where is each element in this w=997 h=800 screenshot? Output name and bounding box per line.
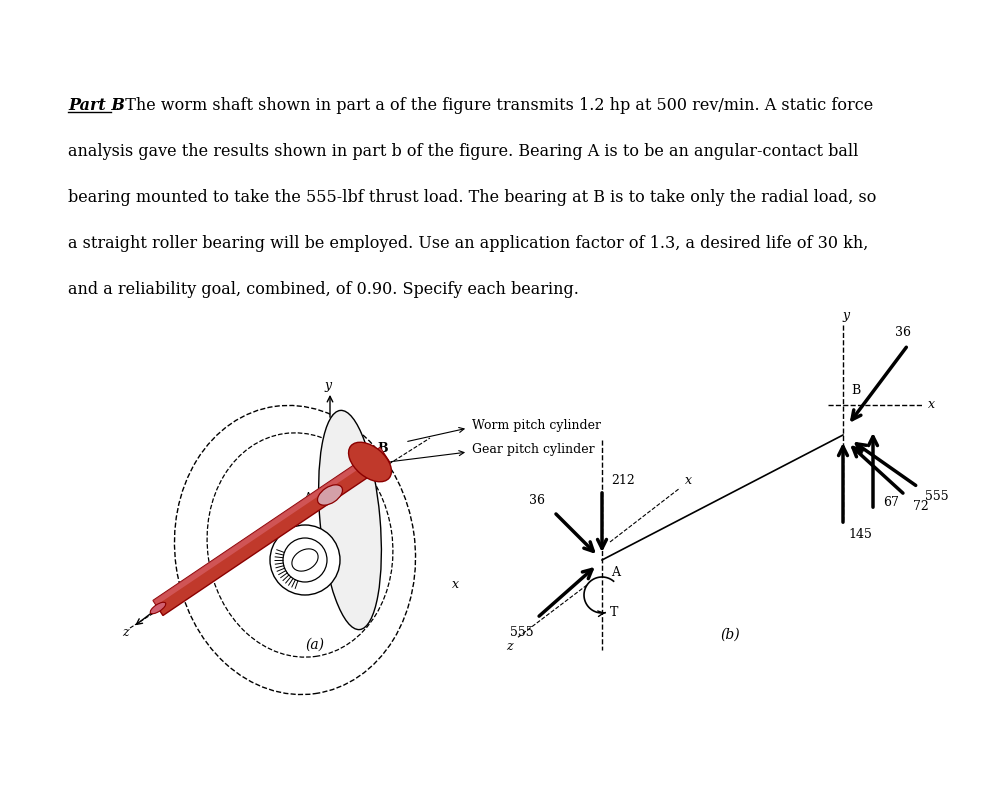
- Text: B: B: [851, 383, 860, 397]
- Ellipse shape: [349, 442, 392, 482]
- Ellipse shape: [319, 410, 382, 630]
- Text: B: B: [378, 442, 388, 454]
- Text: 555: 555: [510, 626, 533, 638]
- Text: z: z: [122, 626, 129, 639]
- Ellipse shape: [151, 602, 166, 614]
- Text: and a reliability goal, combined, of 0.90. Specify each bearing.: and a reliability goal, combined, of 0.9…: [68, 281, 579, 298]
- Ellipse shape: [292, 549, 318, 571]
- Polygon shape: [154, 447, 390, 615]
- Text: A: A: [611, 566, 620, 578]
- Text: T: T: [610, 606, 618, 618]
- Text: 145: 145: [848, 529, 871, 542]
- Text: y: y: [324, 378, 332, 391]
- Text: x: x: [685, 474, 692, 486]
- Text: 67: 67: [883, 495, 899, 509]
- Ellipse shape: [317, 485, 343, 505]
- Text: A: A: [303, 491, 312, 505]
- Text: Gear pitch cylinder: Gear pitch cylinder: [472, 443, 594, 457]
- Text: Worm pitch cylinder: Worm pitch cylinder: [472, 418, 601, 431]
- Text: x: x: [927, 398, 934, 411]
- Text: bearing mounted to take the 555-lbf thrust load. The bearing at B is to take onl: bearing mounted to take the 555-lbf thru…: [68, 189, 876, 206]
- Text: y: y: [842, 309, 849, 322]
- Circle shape: [270, 525, 340, 595]
- Text: (b): (b): [720, 628, 740, 642]
- Text: 212: 212: [611, 474, 635, 486]
- Text: analysis gave the results shown in part b of the figure. Bearing A is to be an a: analysis gave the results shown in part …: [68, 142, 858, 159]
- Text: (a): (a): [305, 638, 324, 652]
- Text: Part B: Part B: [68, 97, 125, 114]
- Text: x: x: [452, 578, 459, 591]
- Text: 36: 36: [529, 494, 545, 506]
- Text: 555: 555: [925, 490, 948, 503]
- Circle shape: [283, 538, 327, 582]
- Text: 72: 72: [913, 501, 929, 514]
- Text: 36: 36: [895, 326, 911, 338]
- Text: . The worm shaft shown in part a of the figure transmits 1.2 hp at 500 rev/min. : . The worm shaft shown in part a of the …: [115, 97, 873, 114]
- Polygon shape: [154, 447, 383, 606]
- Text: z: z: [505, 641, 512, 654]
- Text: a straight roller bearing will be employed. Use an application factor of 1.3, a : a straight roller bearing will be employ…: [68, 234, 868, 251]
